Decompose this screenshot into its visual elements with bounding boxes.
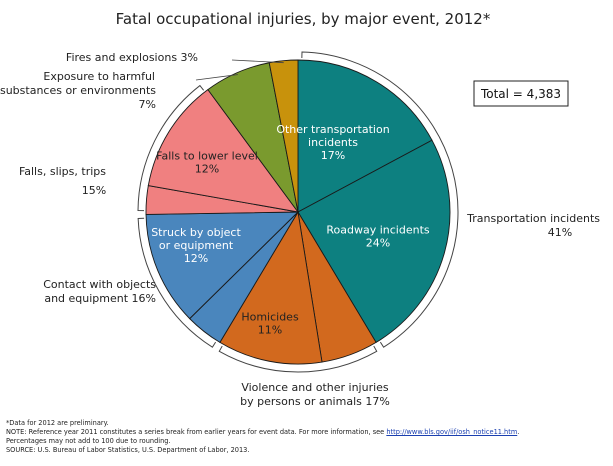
slice-fires-and-explosions [268, 59, 299, 213]
slice-labels: Other transportation incidents 17% Roadway … [151, 123, 430, 337]
bracket-falls-slips-trips [137, 84, 205, 212]
slice-roadway-incidents [297, 139, 451, 344]
slice-struck-by-object-or-equipment [145, 211, 300, 320]
footnote-series-break: NOTE: Reference year 2011 constitutes a … [6, 428, 606, 437]
chart-title: Fatal occupational injuries, by major ev… [116, 10, 491, 28]
leader-fires-and-explosions [231, 59, 284, 64]
slice-other-transportation-incidents [297, 59, 433, 213]
bracket-violence-and-other-injuries-by-persons-or-animals [218, 345, 378, 373]
group-label-contact-with-objects-and-equipment: Contact with objects and equipment 16% [43, 278, 156, 305]
group-label-fires-and-explosions: Fires and explosions 3% [66, 51, 198, 64]
group-label-transportation-incidents: Transportation incidents 41% [466, 212, 600, 239]
footnote-preliminary: *Data for 2012 are preliminary. [6, 419, 109, 427]
slice-label-struck-by-object-or-equipment: Struck by object or equipment 12% [151, 226, 241, 265]
total-box: Total = 4,383 [473, 80, 569, 107]
slice-label-roadway-incidents: Roadway incidents 24% [326, 224, 430, 250]
leader-exposure-to-harmful-substances-or-environments [195, 74, 238, 81]
total-label: Total = 4,383 [480, 87, 561, 101]
footnote-source: SOURCE: U.S. Bureau of Labor Statistics,… [6, 446, 250, 454]
bracket-transportation-incidents [301, 51, 459, 348]
bracket-contact-with-objects-and-equipment [137, 217, 217, 348]
slice-label-other-transportation-incidents: Other transportation incidents 17% [276, 123, 389, 162]
footnote-rounding: Percentages may not add to 100 due to ro… [6, 437, 171, 445]
group-label-violence-and-other-injuries-by-persons-or-animals: Violence and other injuries by persons or… [240, 381, 390, 408]
slice-falls-to-lower-level [147, 88, 300, 213]
bls-notice-link[interactable]: http://www.bls.gov/iif/osh_notice11.htm [386, 428, 518, 436]
group-brackets [137, 51, 459, 373]
slice-label-homicides: Homicides 11% [241, 311, 299, 337]
footnote-series-break-end: . [517, 428, 520, 436]
footnote-series-break-text: NOTE: Reference year 2011 constitutes a … [6, 428, 387, 436]
slice-homicides [219, 210, 323, 365]
group-label-exposure-to-harmful-substances-or-environments: Exposure to harmful substances or environ… [0, 70, 156, 111]
group-label-falls-slips-trips: Falls, slips, trips 15% [19, 165, 106, 197]
slice-label-falls-to-lower-level: Falls to lower level 12% [156, 150, 258, 176]
footer-notes: *Data for 2012 are preliminary. NOTE: Re… [6, 419, 606, 455]
group-labels: Transportation incidents 41% Violence and … [0, 51, 600, 408]
pie-slices [145, 59, 451, 365]
